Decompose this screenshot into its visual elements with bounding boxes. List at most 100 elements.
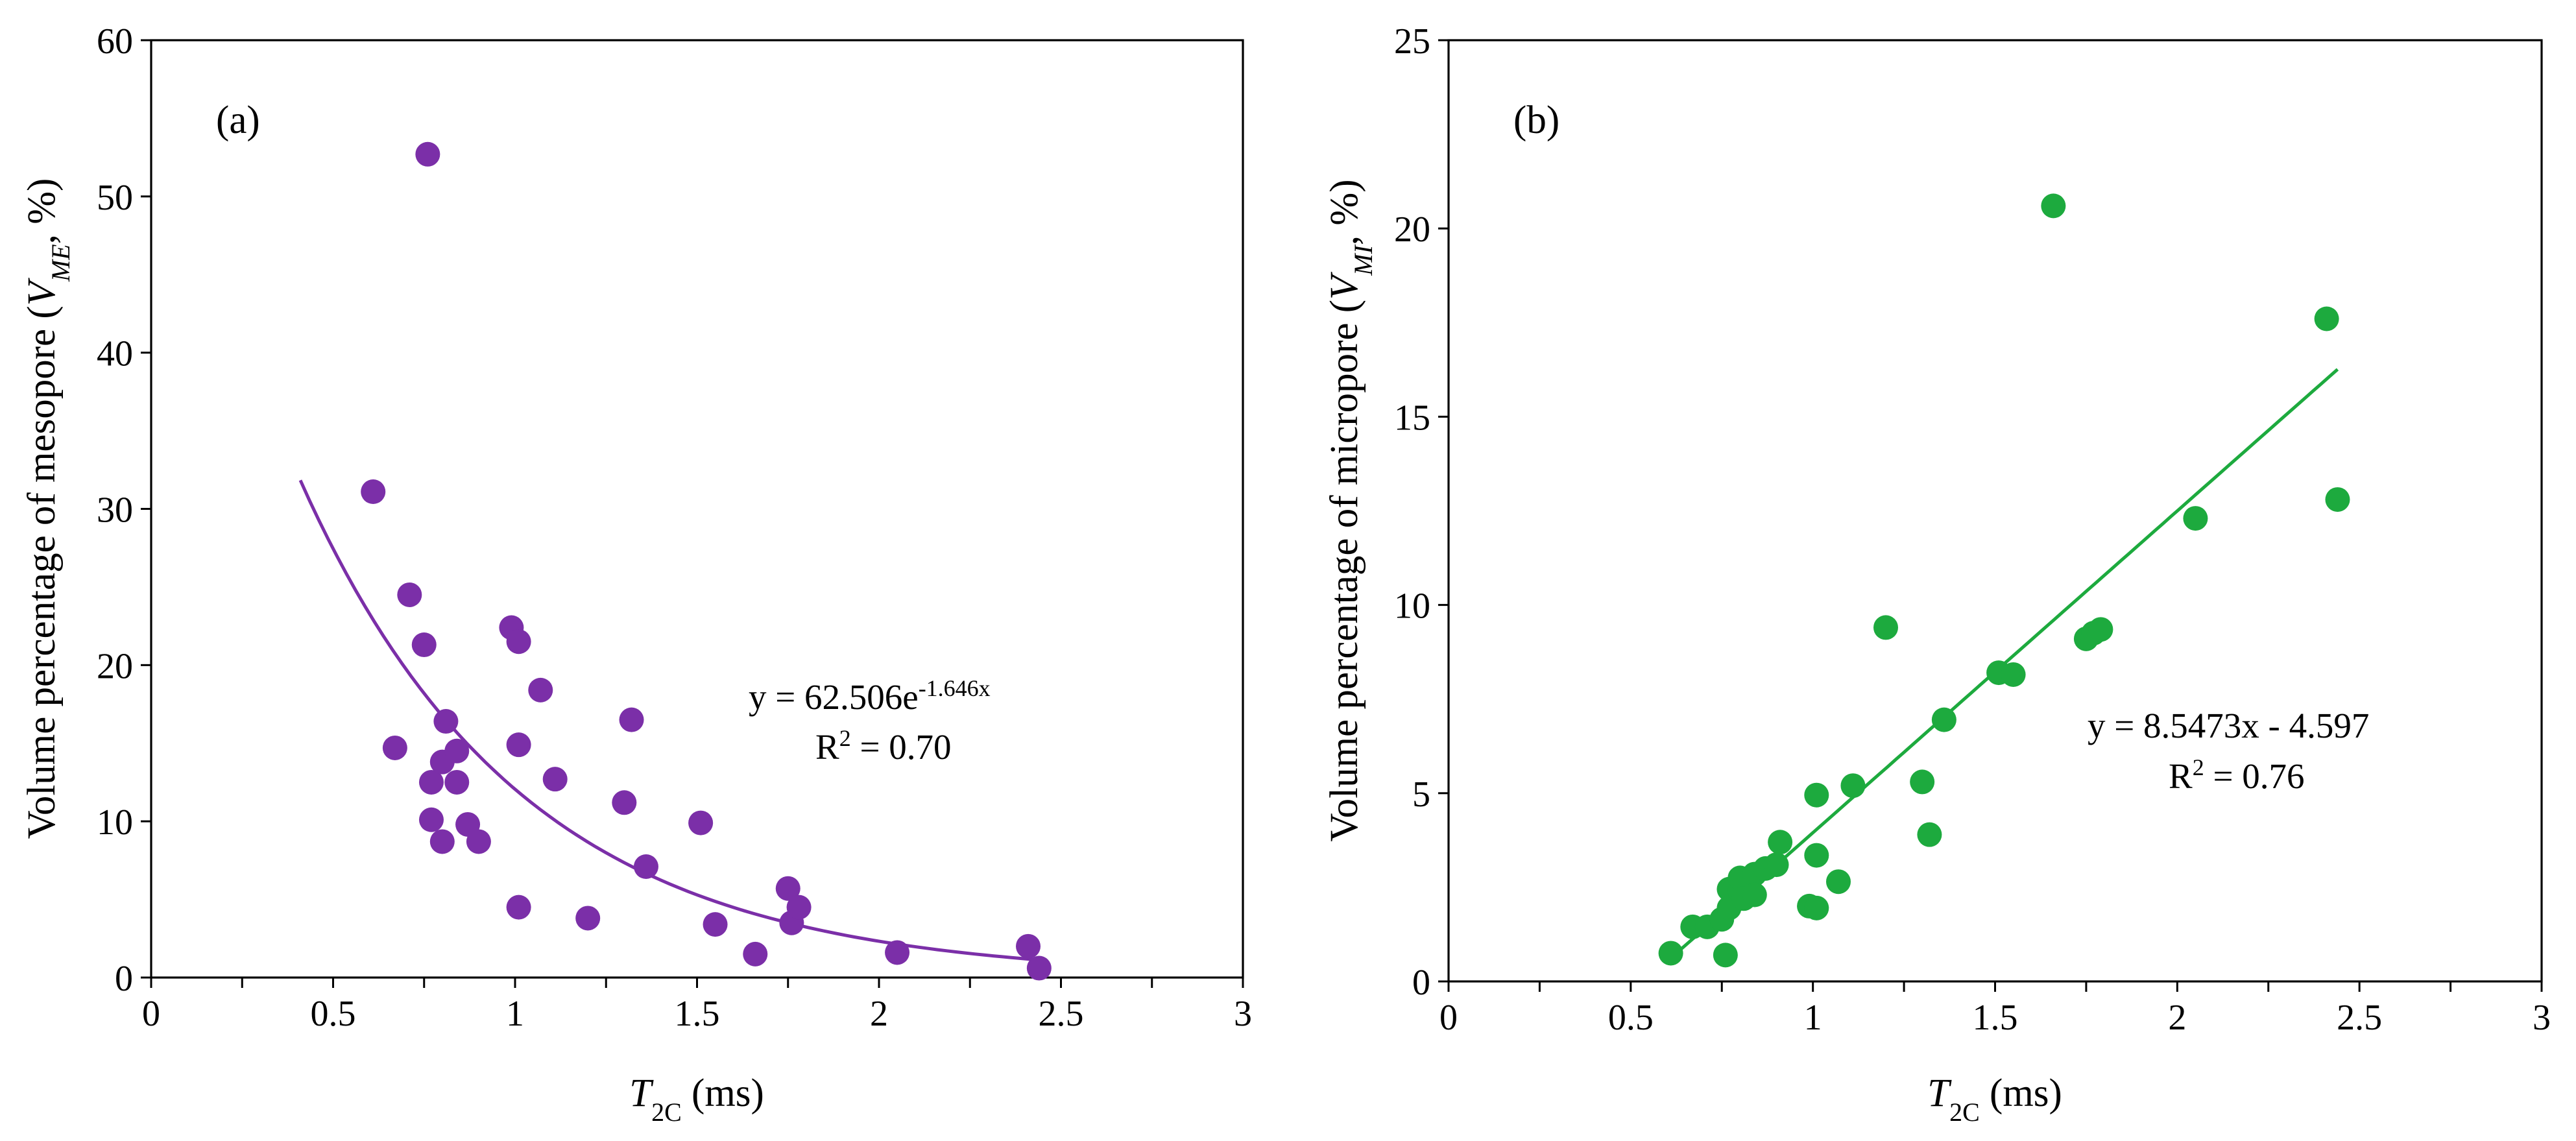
y-tick-label: 15 — [1394, 398, 1430, 438]
data-point — [1804, 782, 1829, 808]
panel-b-r2-r: R — [2169, 756, 2193, 796]
data-point — [612, 790, 637, 815]
panel-b-ticks — [1438, 39, 2543, 992]
panel-b-r-squared: R2 = 0.76 — [2169, 754, 2304, 796]
data-point — [633, 854, 658, 880]
panel-a-equation-base: y = 62.506e — [749, 677, 919, 717]
data-point — [1840, 773, 1866, 799]
panel-a-trendline — [298, 479, 1040, 962]
data-point — [444, 769, 470, 795]
data-point — [506, 895, 531, 920]
data-point — [528, 677, 553, 703]
y-tick-label: 10 — [97, 802, 133, 843]
panel-a-mesopore: 0 0.5 1 1.5 2 2.5 3 0 10 20 30 40 50 60 (a) y = 62.5… — [20, 21, 1252, 1127]
y-tick-label: 50 — [97, 178, 133, 218]
data-point — [1742, 882, 1767, 907]
data-point — [411, 632, 437, 658]
data-point — [418, 769, 444, 795]
data-point — [433, 709, 459, 734]
panel-a-r2-r: R — [815, 727, 839, 767]
data-point — [2041, 193, 2066, 219]
data-point — [575, 906, 601, 931]
data-point — [885, 940, 910, 965]
data-point — [466, 829, 491, 854]
data-point — [619, 707, 644, 732]
y-tick-label: 20 — [1394, 210, 1430, 250]
data-point — [2314, 306, 2339, 331]
data-point — [1825, 869, 1851, 895]
panel-b-data-points — [1658, 193, 2350, 968]
panel-a-xlabel-italic: T — [629, 1072, 654, 1115]
panel-a-r-squared: R2 = 0.70 — [815, 725, 951, 767]
panel-a-x-axis-label: T2C (ms) — [629, 1072, 764, 1127]
x-tick-label: 1 — [506, 994, 524, 1034]
data-point — [2325, 487, 2350, 512]
y-tick-label: 0 — [1412, 963, 1430, 1003]
panel-a-ylabel-prefix: Volume percentage of mesopore ( — [20, 306, 64, 839]
data-point — [703, 912, 728, 937]
x-tick-label: 3 — [1234, 994, 1252, 1034]
data-point — [688, 810, 714, 835]
data-point — [418, 807, 444, 832]
panel-a-r2-value: = 0.70 — [851, 727, 952, 767]
panel-b-x-tick-labels: 0 0.5 1 1.5 2 2.5 3 — [1439, 998, 2551, 1038]
x-tick-label: 2 — [870, 994, 888, 1034]
panel-a-xlabel-rest: (ms) — [682, 1072, 764, 1115]
panel-a-data-points — [361, 141, 1052, 981]
data-point — [397, 582, 422, 607]
panel-b-ylabel-sub: MI — [1349, 244, 1378, 276]
x-tick-label: 3 — [2533, 998, 2551, 1038]
data-point — [506, 732, 531, 758]
panel-b-plot-frame — [1447, 39, 2543, 983]
y-tick-label: 25 — [1394, 21, 1430, 62]
data-point — [775, 876, 800, 901]
panel-b-r2-value: = 0.76 — [2204, 756, 2305, 796]
x-tick-label: 1 — [1804, 998, 1822, 1038]
panel-b-ylabel-italic: V — [1323, 271, 1366, 300]
panel-a-y-axis-label: Volume percentage of mesopore (VME, %) — [20, 178, 75, 839]
panel-b-ylabel-suffix: , %) — [1323, 179, 1366, 245]
x-tick-label: 2.5 — [1039, 994, 1084, 1034]
data-point — [1804, 895, 1829, 920]
data-point — [1713, 943, 1738, 968]
data-point — [382, 735, 407, 760]
y-tick-label: 30 — [97, 490, 133, 531]
data-point — [2183, 506, 2208, 531]
panel-b-label: (b) — [1513, 99, 1559, 142]
data-point — [1910, 769, 1935, 795]
panel-a-equation-exponent: -1.646x — [919, 675, 991, 701]
data-point — [1804, 843, 1829, 868]
panel-b-equation: y = 8.5473x - 4.597 — [2088, 706, 2369, 745]
y-tick-label: 0 — [115, 959, 133, 999]
panel-a-y-tick-labels: 0 10 20 30 40 50 60 — [97, 21, 133, 999]
panel-b-xlabel-sub: 2C — [1949, 1098, 1980, 1127]
y-tick-label: 20 — [97, 646, 133, 686]
y-tick-label: 60 — [97, 21, 133, 62]
data-point — [743, 941, 768, 967]
data-point — [1026, 955, 1052, 981]
x-tick-label: 0.5 — [1608, 998, 1654, 1038]
data-point — [1764, 852, 1789, 878]
data-point — [1873, 615, 1898, 640]
data-point — [1016, 933, 1041, 959]
y-tick-label: 10 — [1394, 586, 1430, 627]
panel-b-micropore: 0 0.5 1 1.5 2 2.5 3 0 5 10 15 20 25 (b) y = 8.5473x… — [1323, 21, 2551, 1127]
panel-b-xlabel-italic: T — [1927, 1072, 1952, 1115]
data-point — [415, 141, 440, 167]
x-tick-label: 0.5 — [311, 994, 356, 1034]
panel-b-ylabel-prefix: Volume percentage of micropore ( — [1323, 300, 1366, 842]
data-point — [1658, 941, 1683, 966]
panel-a-ylabel-suffix: , %) — [20, 178, 64, 245]
y-tick-label: 5 — [1412, 775, 1430, 815]
panel-a-ylabel-sub: ME — [46, 244, 75, 282]
panel-a-ticks — [141, 39, 1244, 988]
data-point — [1931, 707, 1956, 732]
data-point — [786, 895, 812, 920]
data-point — [361, 479, 386, 505]
panel-b-y-tick-labels: 0 5 10 15 20 25 — [1394, 21, 1430, 1003]
y-tick-label: 40 — [97, 334, 133, 374]
data-point — [429, 829, 455, 854]
data-point — [1768, 830, 1793, 855]
panel-a-xlabel-sub: 2C — [651, 1098, 682, 1127]
